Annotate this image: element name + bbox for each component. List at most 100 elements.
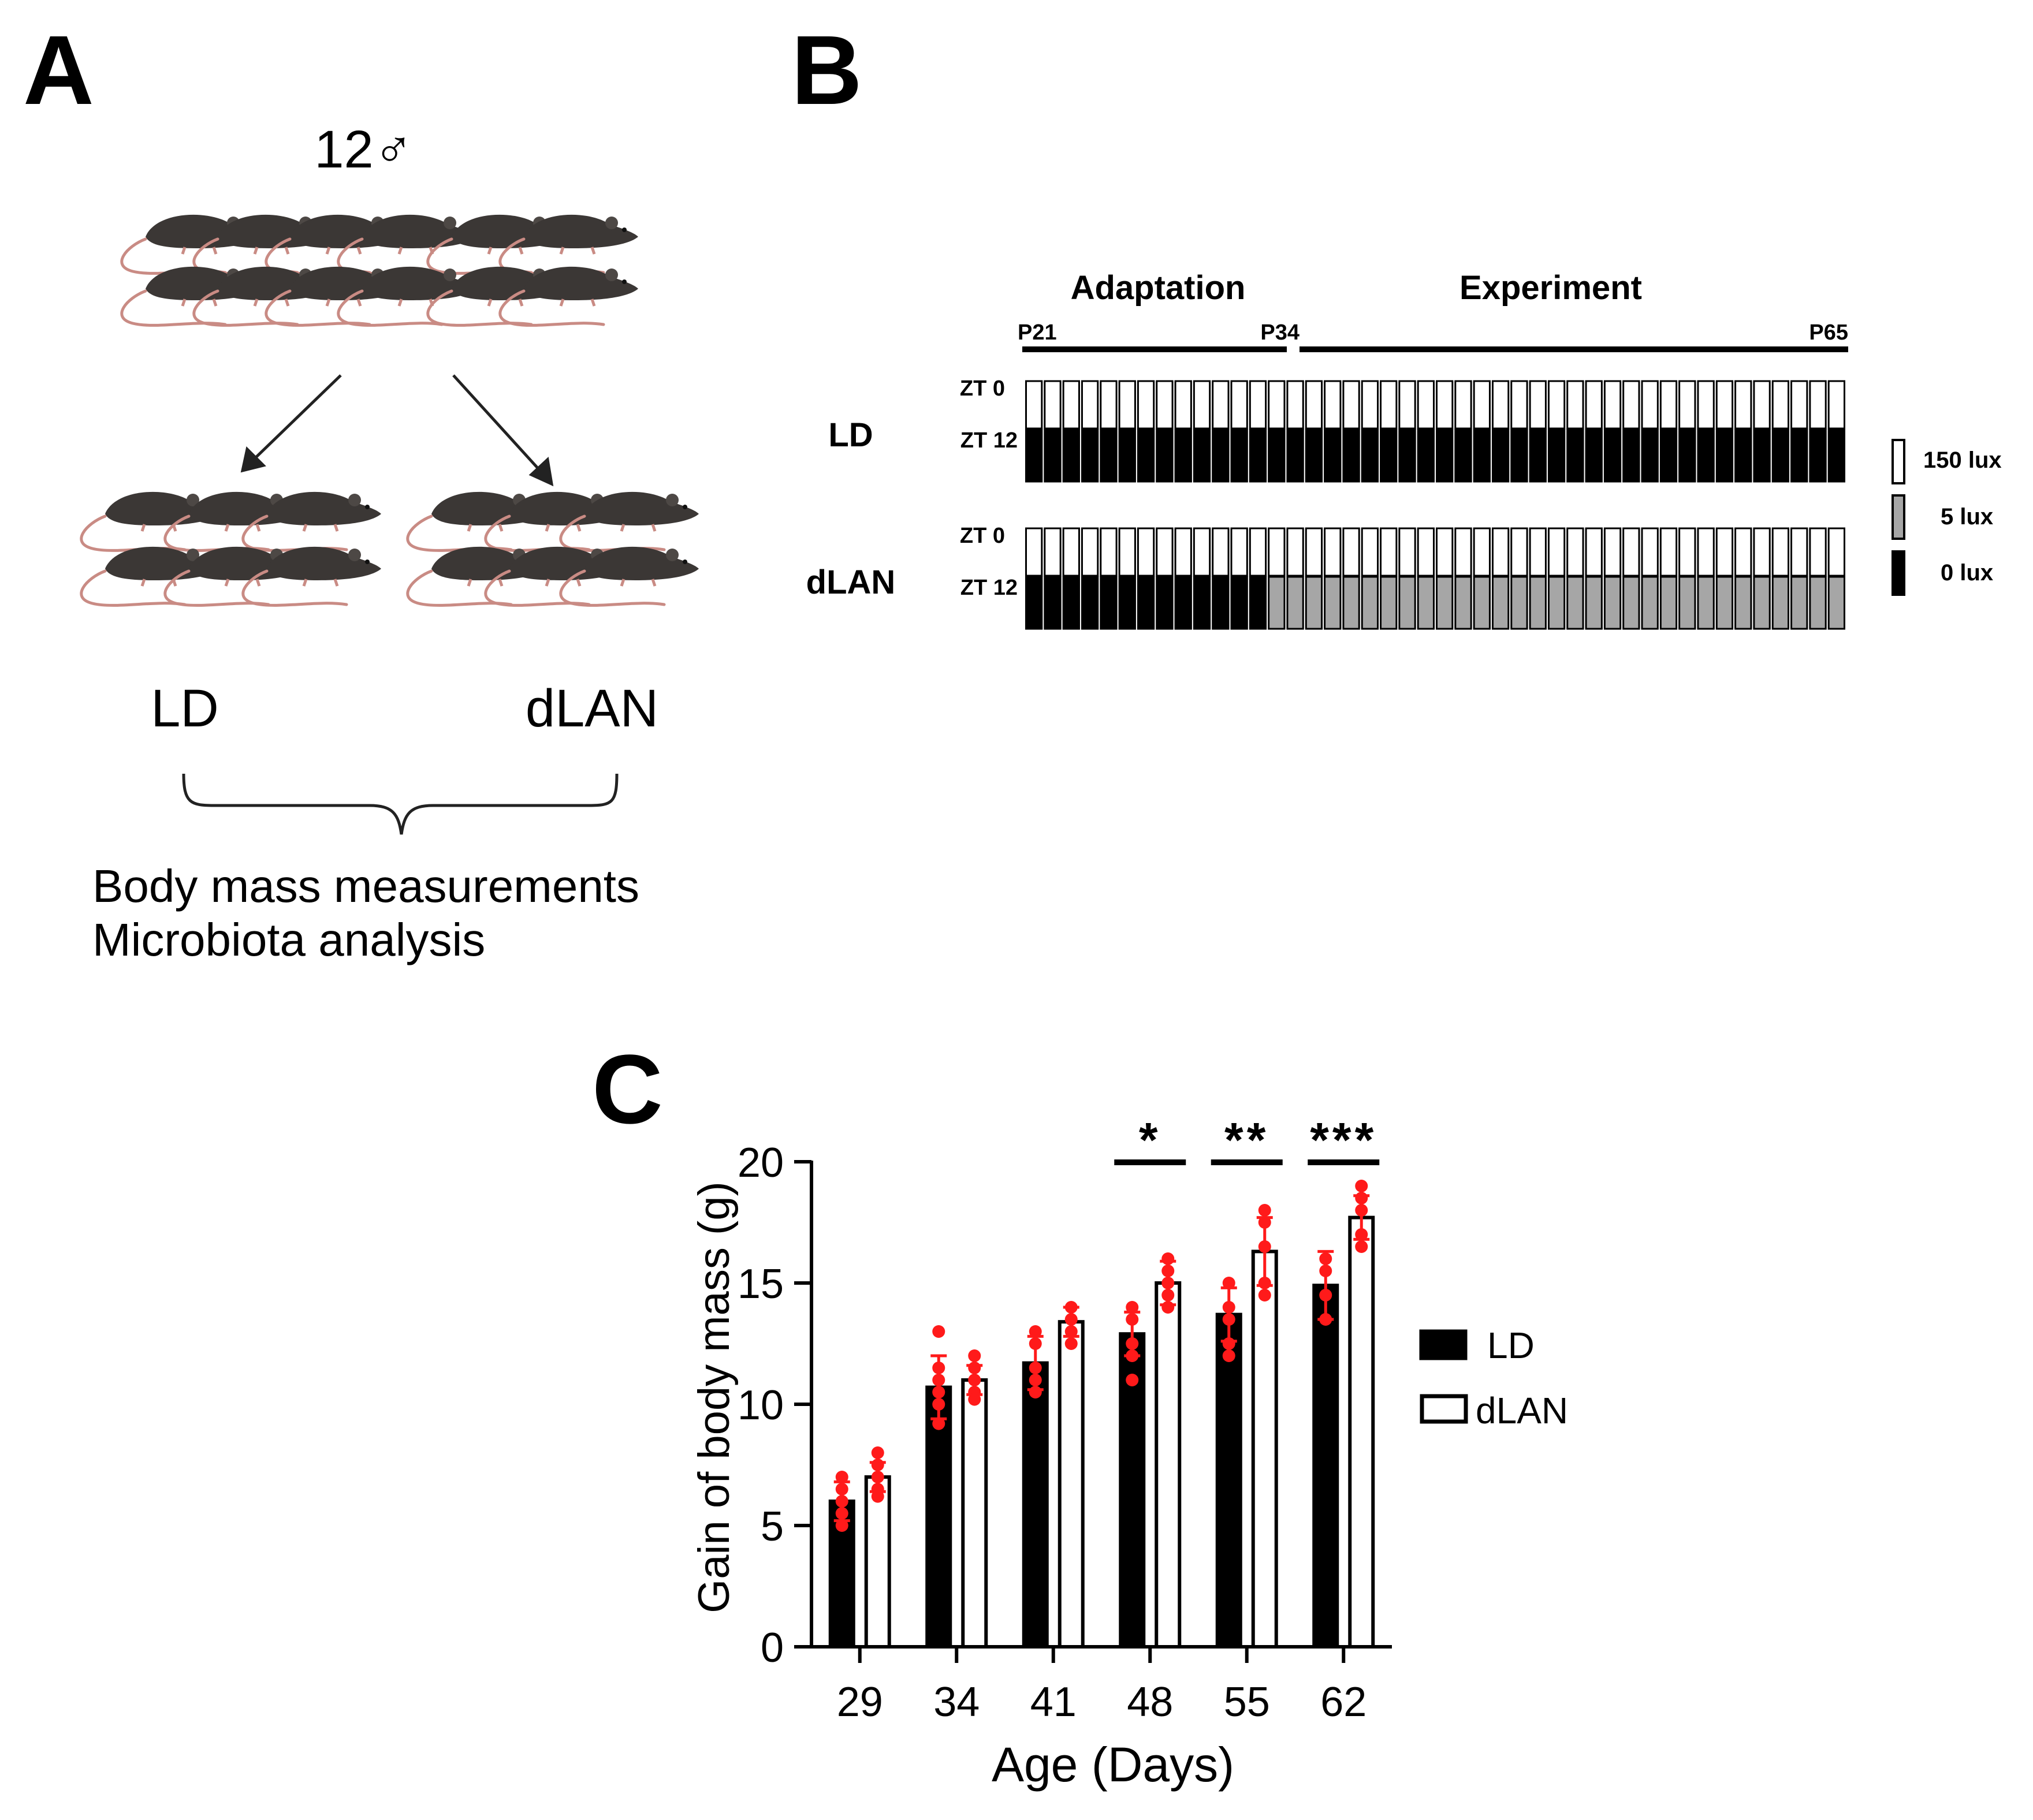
dlan-light-cell bbox=[1734, 527, 1752, 577]
ld-light-cell bbox=[1212, 380, 1230, 430]
dlan-dim-light-cell bbox=[1827, 576, 1846, 630]
ld-dark-cell bbox=[1454, 428, 1472, 483]
ld-light-cell bbox=[1062, 380, 1080, 430]
chart-ylabel: Gain of body mass (g) bbox=[690, 1181, 739, 1613]
dlan-light-cell bbox=[1790, 527, 1808, 577]
ld-dark-cell bbox=[1025, 428, 1043, 483]
ld-dark-cell bbox=[1380, 428, 1398, 483]
dlan-dim-light-cell bbox=[1547, 576, 1566, 630]
ld-light-cell bbox=[1753, 380, 1771, 430]
ld-light-cell bbox=[1622, 380, 1640, 430]
dlan-dim-light-cell bbox=[1361, 576, 1379, 630]
panel-c-letter: C bbox=[592, 1035, 663, 1144]
dlan-dark-cell bbox=[1174, 576, 1192, 630]
ld-light-cell bbox=[1324, 380, 1342, 430]
dlan-dark-cell bbox=[1025, 576, 1043, 630]
lux-legend: 150 lux 5 lux 0 lux bbox=[1891, 439, 2002, 596]
data-point bbox=[1029, 1337, 1042, 1350]
data-point bbox=[1355, 1204, 1368, 1217]
dlan-light-cell bbox=[1473, 527, 1491, 577]
ld-light-cell bbox=[1398, 380, 1416, 430]
ld-dark-cell bbox=[1305, 428, 1323, 483]
dlan-light-cell bbox=[1827, 527, 1846, 577]
dlan-light-cell bbox=[1566, 527, 1584, 577]
data-point bbox=[1161, 1277, 1175, 1289]
data-point bbox=[1161, 1252, 1175, 1265]
data-point bbox=[932, 1374, 945, 1386]
dlan-dark-cell bbox=[1062, 576, 1080, 630]
ld-light-cell bbox=[1697, 380, 1715, 430]
dlan-light-cell bbox=[1174, 527, 1192, 577]
dlan-light-cell bbox=[1398, 527, 1416, 577]
legend-swatch-150lux bbox=[1891, 439, 1905, 484]
ld-dark-cell bbox=[1622, 428, 1640, 483]
group-ld-label: LD bbox=[151, 679, 219, 738]
data-point bbox=[1355, 1180, 1368, 1192]
dlan-dark-cell bbox=[1118, 576, 1136, 630]
outcome-2: Microbiota analysis bbox=[92, 914, 485, 965]
legend-swatch-ld bbox=[1419, 1329, 1468, 1360]
x-tick-label: 55 bbox=[1224, 1679, 1270, 1725]
row-dlan-label: dLAN bbox=[806, 564, 896, 601]
phase-experiment-label: Experiment bbox=[1459, 269, 1642, 307]
x-tick-label: 62 bbox=[1320, 1679, 1366, 1725]
ld-light-cell bbox=[1118, 380, 1136, 430]
ld-light-cell bbox=[1268, 380, 1286, 430]
ld-light-cell bbox=[1380, 380, 1398, 430]
bar-dlan-29 bbox=[864, 1475, 891, 1649]
ld-light-cell bbox=[1230, 380, 1248, 430]
panel-b-letter: B bbox=[791, 16, 862, 125]
dlan-dark-cell bbox=[1193, 576, 1211, 630]
y-tick-label: 0 bbox=[761, 1625, 784, 1671]
data-point bbox=[1126, 1349, 1139, 1362]
dlan-dim-light-cell bbox=[1566, 576, 1584, 630]
brace bbox=[182, 773, 619, 835]
dlan-dim-light-cell bbox=[1809, 576, 1827, 630]
dlan-light-cell bbox=[1771, 527, 1790, 577]
ld-light-cell bbox=[1081, 380, 1099, 430]
data-point bbox=[968, 1362, 981, 1374]
data-point bbox=[1355, 1228, 1368, 1241]
x-tick-label: 29 bbox=[837, 1679, 883, 1725]
ld-light-cell bbox=[1193, 380, 1211, 430]
data-point bbox=[932, 1417, 945, 1430]
data-point bbox=[835, 1483, 848, 1495]
significance-label: * bbox=[1139, 1113, 1161, 1167]
dlan-dim-light-cell bbox=[1697, 576, 1715, 630]
dlan-dark-cell bbox=[1137, 576, 1155, 630]
significance-label: *** bbox=[1310, 1113, 1377, 1167]
ld-dark-cell bbox=[1398, 428, 1416, 483]
bar-ld-62 bbox=[1312, 1284, 1339, 1649]
legend-label-dlan: dLAN bbox=[1476, 1390, 1568, 1431]
ld-dark-cell bbox=[1361, 428, 1379, 483]
ld-light-cell bbox=[1025, 380, 1043, 430]
dlan-light-cell bbox=[1193, 527, 1211, 577]
ld-light-cell bbox=[1100, 380, 1118, 430]
ld-dark-cell bbox=[1044, 428, 1062, 483]
ld-dark-cell bbox=[1585, 428, 1603, 483]
dlan-light-cell bbox=[1622, 527, 1640, 577]
data-point bbox=[1319, 1265, 1332, 1277]
legend-label-ld: LD bbox=[1487, 1325, 1535, 1366]
dlan-dim-light-cell bbox=[1324, 576, 1342, 630]
dlan-dark-cell bbox=[1100, 576, 1118, 630]
ld-light-cell bbox=[1790, 380, 1808, 430]
dlan-dark-cell bbox=[1044, 576, 1062, 630]
dlan-light-cell bbox=[1715, 527, 1734, 577]
dlan-light-cell bbox=[1342, 527, 1360, 577]
dlan-light-cell bbox=[1062, 527, 1080, 577]
ld-light-cell bbox=[1510, 380, 1528, 430]
ld-dark-cell bbox=[1062, 428, 1080, 483]
ld-light-cell bbox=[1249, 380, 1267, 430]
ld-zt0-label: ZT 0 bbox=[960, 376, 1005, 401]
ld-light-cell bbox=[1678, 380, 1696, 430]
dlan-light-cell bbox=[1100, 527, 1118, 577]
bar-dlan-41 bbox=[1058, 1320, 1085, 1649]
ld-dark-cell bbox=[1697, 428, 1715, 483]
ld-dark-cell bbox=[1547, 428, 1566, 483]
bar-dlan-48 bbox=[1155, 1281, 1182, 1649]
ld-light-cell bbox=[1473, 380, 1491, 430]
dlan-dim-light-cell bbox=[1790, 576, 1808, 630]
chart-xlabel: Age (Days) bbox=[992, 1737, 1234, 1792]
data-point bbox=[1319, 1289, 1332, 1301]
